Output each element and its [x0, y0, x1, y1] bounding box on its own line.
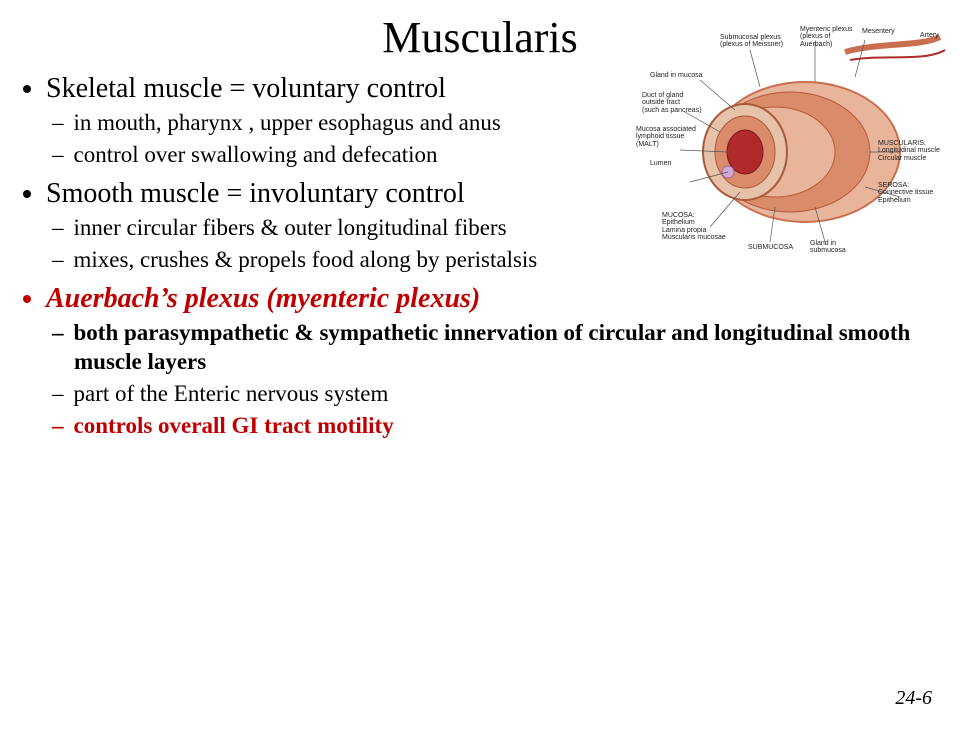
- label-myenteric-plexus: Myenteric plexus(plexus ofAuerbach): [800, 26, 853, 48]
- gi-tract-diagram: Submucosal plexus(plexus of Meissner) My…: [640, 32, 950, 262]
- label-duct: Duct of glandoutside tract(such as pancr…: [642, 92, 702, 114]
- bullet-3: Auerbach’s plexus (myenteric plexus) bot…: [46, 281, 942, 442]
- label-gland-submucosa: Gland insubmucosa: [810, 240, 846, 255]
- label-submucosal-plexus: Submucosal plexus(plexus of Meissner): [720, 34, 783, 49]
- page-number: 24-6: [895, 687, 932, 710]
- label-mesentery: Mesentery: [862, 28, 895, 35]
- bullet-3-sub-2: part of the Enteric nervous system: [74, 379, 942, 409]
- label-gland-mucosa: Gland in mucosa: [650, 72, 703, 79]
- bullet-3-sub-3: controls overall GI tract motility: [74, 411, 942, 441]
- label-submucosa: SUBMUCOSA: [748, 244, 793, 251]
- bullet-2-text: Smooth muscle = involuntary control: [46, 178, 465, 209]
- bullet-3-sub-1: both parasympathetic & sympathetic inner…: [74, 318, 942, 378]
- bullet-3-text: Auerbach’s plexus (myenteric plexus): [46, 283, 480, 314]
- label-mucosa: MUCOSA:EpitheliumLamina propiaMuscularis…: [662, 212, 726, 241]
- label-muscularis: MUSCULARIS:Longitudinal muscleCircular m…: [878, 140, 940, 162]
- label-malt: Mucosa associatedlymphoid tissue(MALT): [636, 126, 696, 148]
- label-serosa: SEROSA:Connective tissueEpithelium: [878, 182, 933, 204]
- bullet-1-text: Skeletal muscle = voluntary control: [46, 73, 446, 104]
- label-lumen: Lumen: [650, 160, 671, 167]
- label-artery: Artery: [920, 32, 939, 39]
